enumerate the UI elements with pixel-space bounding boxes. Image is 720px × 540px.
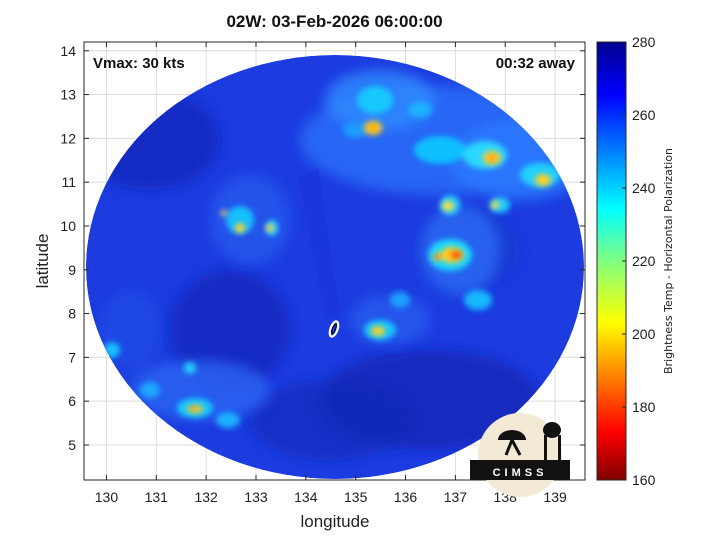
y-tick-label: 14 xyxy=(60,43,76,59)
y-tick-label: 7 xyxy=(68,349,76,365)
x-axis-label: longitude xyxy=(300,512,369,531)
time-away-label: 00:32 away xyxy=(496,55,576,72)
colorbar-tick-label: 260 xyxy=(632,107,656,123)
x-tick-label: 130 xyxy=(95,489,119,505)
y-tick-label: 5 xyxy=(68,437,76,453)
x-tick-label: 134 xyxy=(294,489,318,505)
colorbar-label: Brightness Temp - Horizontal Polarizatio… xyxy=(662,148,675,374)
vmax-label: Vmax: 30 kts xyxy=(93,55,185,72)
colorbar: 160 180 200 220 240 260 280 Brightness Temp - … xyxy=(596,34,675,488)
colorbar-ticks: 160 180 200 220 240 260 280 xyxy=(622,34,656,488)
storm-center-marker xyxy=(328,320,340,338)
y-tick-label: 10 xyxy=(60,218,76,234)
colorbar-tick-label: 220 xyxy=(632,253,656,269)
y-tick-label: 6 xyxy=(68,393,76,409)
x-tick-label: 131 xyxy=(145,489,169,505)
x-tick-label: 136 xyxy=(394,489,418,505)
colorbar-gradient xyxy=(596,41,627,481)
x-tick-label: 132 xyxy=(194,489,218,505)
x-tick-label: 137 xyxy=(444,489,468,505)
logo-text: CIMSS xyxy=(493,467,548,479)
colorbar-tick-label: 180 xyxy=(632,399,656,415)
y-tick-label: 9 xyxy=(68,262,76,278)
y-tick-label: 12 xyxy=(60,130,76,146)
plot-title: 02W: 03-Feb-2026 06:00:00 xyxy=(226,12,443,31)
y-axis-label: latitude xyxy=(33,234,52,289)
colorbar-tick-label: 240 xyxy=(632,180,656,196)
x-tick-label: 135 xyxy=(344,489,368,505)
y-tick-label: 8 xyxy=(68,306,76,322)
x-tick-label: 133 xyxy=(244,489,268,505)
colorbar-tick-label: 200 xyxy=(632,326,656,342)
y-tick-label: 11 xyxy=(61,174,76,190)
colorbar-tick-label: 160 xyxy=(632,472,656,488)
x-tick-label: 139 xyxy=(543,489,567,505)
y-axis-ticks: 5 6 7 8 9 10 11 12 13 14 xyxy=(60,43,585,453)
y-tick-label: 13 xyxy=(60,87,76,103)
cimss-logo: CIMSS xyxy=(470,413,570,497)
plot-frame xyxy=(83,41,586,481)
colorbar-tick-label: 280 xyxy=(632,34,656,50)
